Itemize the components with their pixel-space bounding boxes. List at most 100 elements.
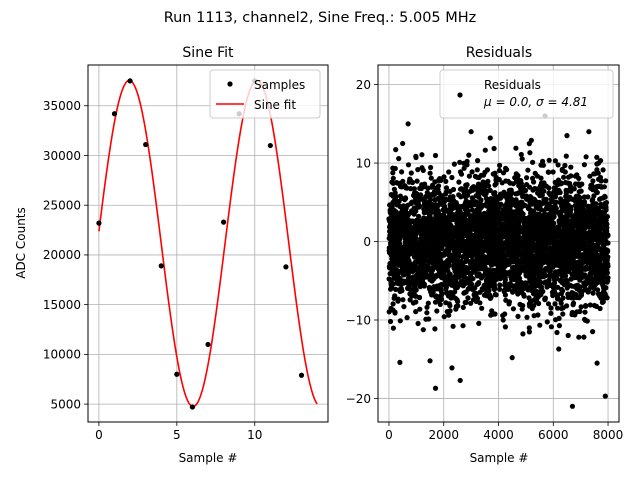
residual-point <box>563 206 569 212</box>
residual-point <box>601 288 607 294</box>
residual-outlier-point <box>569 403 576 409</box>
residual-point <box>478 205 484 211</box>
residual-point <box>435 294 442 300</box>
residual-point <box>518 244 524 250</box>
residual-point <box>458 186 464 192</box>
residual-point <box>456 217 462 223</box>
residual-point <box>487 274 493 280</box>
residual-point <box>535 218 542 224</box>
residual-point <box>437 258 443 264</box>
residual-point <box>448 200 455 207</box>
residual-point <box>390 180 396 186</box>
residual-point <box>513 191 519 197</box>
residual-point <box>456 282 462 288</box>
residual-point <box>452 289 458 295</box>
residual-point <box>390 165 396 171</box>
residual-point <box>502 324 508 330</box>
residual-point <box>475 190 481 196</box>
residual-point <box>402 233 408 239</box>
sample-point <box>283 264 289 270</box>
residual-point <box>584 220 590 226</box>
residual-point <box>456 234 462 240</box>
residual-point <box>492 170 498 176</box>
residual-point <box>407 297 413 303</box>
residual-point <box>548 233 554 239</box>
residual-point <box>406 236 412 243</box>
residuals-legend-box <box>439 69 614 119</box>
residual-point <box>476 210 482 216</box>
residual-point <box>386 235 392 241</box>
residual-point <box>590 329 596 335</box>
residual-point <box>548 310 554 316</box>
residual-point <box>403 247 409 253</box>
residual-point <box>566 253 572 259</box>
residual-point <box>524 314 530 320</box>
residual-point <box>410 218 416 224</box>
y-tick-label: 10000 <box>43 348 81 362</box>
residual-point <box>593 185 599 191</box>
residual-point <box>592 218 598 224</box>
residual-point <box>571 295 577 301</box>
residuals-legend: Residuals μ = 0.0, σ = 4.81 <box>439 69 614 119</box>
residual-point <box>419 165 425 171</box>
residual-point <box>406 275 412 281</box>
residual-point <box>387 228 393 234</box>
residual-point <box>600 266 606 272</box>
residual-point <box>413 231 419 237</box>
residual-point <box>425 185 431 191</box>
residual-point <box>593 248 599 255</box>
residual-point <box>500 246 506 253</box>
residual-point <box>587 204 593 210</box>
residual-point <box>468 300 474 306</box>
residual-point <box>566 234 573 240</box>
residual-point <box>463 183 469 189</box>
residual-point <box>570 196 576 202</box>
residual-point <box>551 185 558 191</box>
residual-point <box>528 210 534 216</box>
sine-fit-axes-frame <box>87 64 329 423</box>
residual-point <box>465 192 471 198</box>
residual-point <box>391 295 397 301</box>
residual-point <box>485 178 491 184</box>
residual-point <box>526 329 533 335</box>
residual-point <box>469 270 475 276</box>
residual-point <box>456 179 462 185</box>
residual-point <box>588 182 594 188</box>
residual-point <box>480 212 486 218</box>
residual-point <box>433 202 439 208</box>
residual-outlier-point <box>457 377 463 384</box>
residual-point <box>390 226 397 232</box>
residual-point <box>543 265 549 272</box>
residual-point <box>401 304 407 310</box>
residual-point <box>461 165 467 171</box>
residual-point <box>549 246 555 252</box>
residual-point <box>574 206 580 212</box>
residual-point <box>530 237 536 243</box>
residual-point <box>550 169 556 175</box>
residual-point <box>447 211 453 218</box>
x-tick-label: 2000 <box>428 428 459 442</box>
residual-point <box>519 156 525 162</box>
residual-point <box>545 301 552 307</box>
residual-point <box>393 200 399 206</box>
residual-point <box>540 162 547 168</box>
residual-point <box>390 243 396 249</box>
residual-point <box>592 281 599 287</box>
residual-point <box>419 281 425 287</box>
residual-point <box>597 214 603 220</box>
residual-point <box>597 305 603 312</box>
residual-point <box>507 190 513 196</box>
residual-point <box>538 231 544 237</box>
residual-point <box>555 177 562 183</box>
residual-point <box>476 235 482 241</box>
residual-point <box>468 203 474 209</box>
residual-point <box>564 303 570 309</box>
residual-point <box>452 268 458 274</box>
residual-point <box>497 286 503 292</box>
residual-point <box>469 213 475 219</box>
residual-point <box>598 178 604 184</box>
residual-point <box>569 275 575 281</box>
residual-point <box>590 178 596 184</box>
residual-point <box>474 167 480 173</box>
residual-point <box>407 291 413 297</box>
